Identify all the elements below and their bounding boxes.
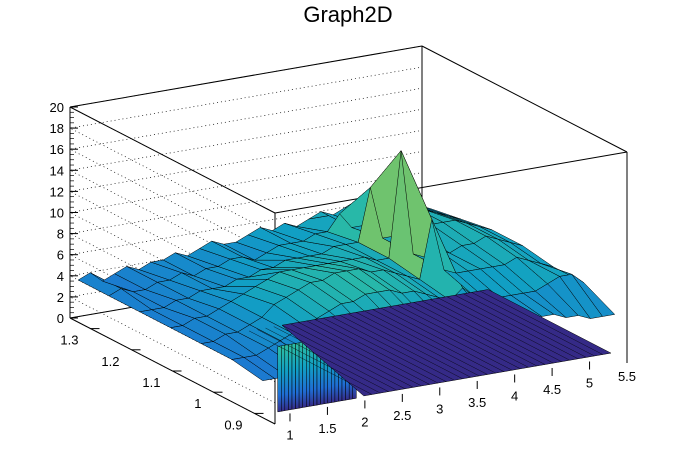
floor-plate-line: [430, 299, 554, 364]
x-tick-label: 3.5: [468, 395, 486, 410]
floor-plate-line: [397, 304, 521, 369]
z-tick-label: 10: [50, 206, 64, 221]
x-tick-label: 5: [586, 375, 593, 390]
floor-plate-line: [364, 310, 488, 375]
floor-plate-line: [306, 320, 430, 385]
z-tick-label: 4: [57, 269, 64, 284]
z-tick-label: 6: [57, 248, 64, 263]
surface-curtain-patch: [281, 344, 286, 412]
surface-curtain-patch: [284, 344, 289, 411]
floor-plate-line: [339, 314, 463, 379]
surface-patch: [571, 274, 616, 317]
x-tick-label: 5.5: [618, 369, 636, 384]
floor-plate-line: [389, 306, 513, 371]
floor-plate-line: [356, 312, 480, 377]
z-tick-label: 20: [50, 100, 64, 115]
floor-plate-line: [298, 322, 422, 387]
floor-plate-line: [257, 329, 381, 394]
z-gridline: [68, 66, 423, 235]
y-tick-label: 1.1: [142, 375, 160, 390]
floor-plate-line: [323, 317, 447, 382]
z-tick-label: 16: [50, 142, 64, 157]
z-axis: 0 2 4 6 8 10 12 14 16 18 20: [50, 100, 78, 326]
floor-plate-line: [463, 293, 587, 358]
chart-title: Graph2D: [303, 2, 393, 27]
floor-plate-line: [380, 307, 504, 372]
floor-plate-line: [314, 319, 439, 384]
z-gridline: [68, 87, 423, 256]
floor-plate-line: [248, 330, 373, 395]
floor-plate-line: [331, 316, 455, 381]
floor-plate-line: [405, 303, 529, 368]
surface-curtain-patch: [288, 343, 293, 411]
floor-plate-line: [471, 292, 595, 357]
z-tick-label: 2: [57, 290, 64, 305]
z-tick-label: 18: [50, 121, 64, 136]
surface-curtain-patch: [277, 345, 282, 413]
x-tick-label: 3: [436, 401, 443, 416]
y-tick-label: 1.2: [101, 354, 119, 369]
x-tick-label: 1: [286, 427, 293, 442]
floor-plate-line: [454, 295, 579, 359]
z-gridline: [68, 108, 423, 277]
box-edge: [421, 45, 628, 153]
surface-curtain-patch: [295, 342, 300, 410]
x-tick-label: 2.5: [393, 408, 411, 423]
floor-plate-line: [372, 309, 496, 374]
x-tick-label: 4: [511, 388, 518, 403]
floor-plate-line: [273, 326, 397, 391]
z-tick-label: 0: [57, 311, 64, 326]
floor-plate-line: [265, 327, 389, 392]
y-tick-label: 0.9: [224, 417, 242, 432]
x-axis: 1 1.5 2 2.5 3 3.5 4 4.5 5 5.5: [286, 355, 636, 442]
floor-plate-line: [421, 300, 546, 365]
y-tick-label: 1.3: [60, 333, 78, 348]
floor-plate-line: [281, 324, 406, 389]
floor-plate-line: [290, 323, 414, 388]
floor-plate-line: [413, 302, 537, 367]
z-gridline: [68, 45, 423, 214]
floor-plate-line: [446, 296, 570, 361]
z-tick-label: 8: [57, 227, 64, 242]
floor-plate-line: [479, 290, 603, 355]
z-tick-label: 12: [50, 184, 64, 199]
floor-plate-line: [347, 313, 471, 378]
x-tick-label: 1.5: [318, 421, 336, 436]
box-edge: [274, 151, 628, 214]
surface-curtain-patch: [302, 341, 307, 408]
x-tick-label: 4.5: [543, 382, 561, 397]
z-tick-label: 14: [50, 163, 64, 178]
x-tick-label: 2: [361, 414, 368, 429]
y-tick-label: 1: [194, 396, 201, 411]
y-axis: 0.9 1 1.1 1.2 1.3: [60, 328, 264, 432]
surface-layer: [77, 149, 616, 413]
floor-plate-line: [438, 297, 562, 362]
